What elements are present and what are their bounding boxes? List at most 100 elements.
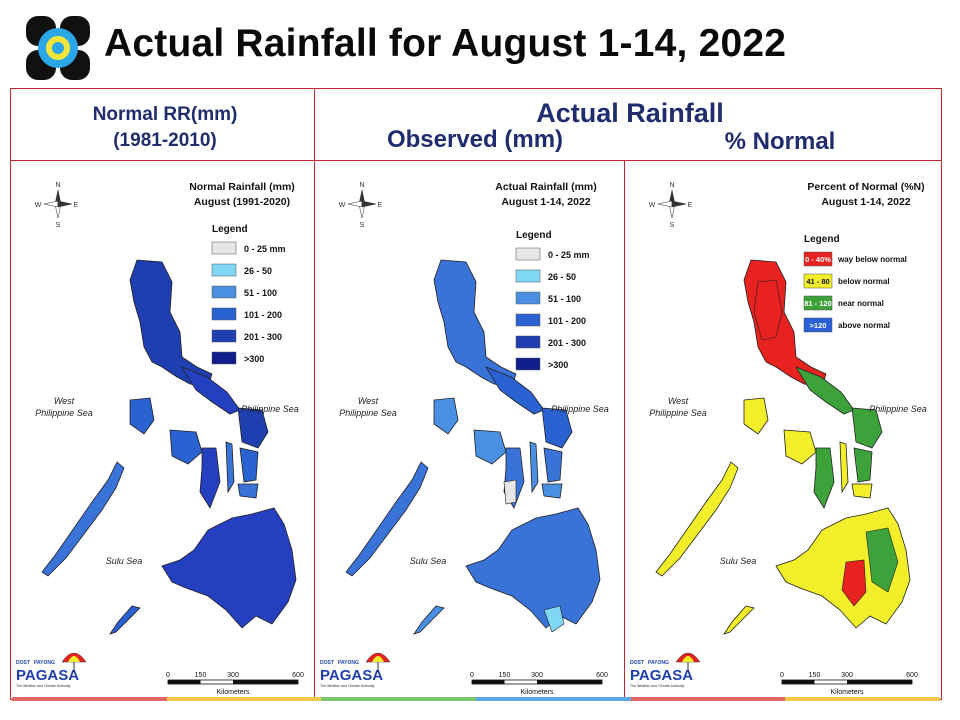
sea-label-west: Philippine Sea xyxy=(649,408,707,418)
scale-bar-segment xyxy=(847,680,912,684)
scale-tick: 300 xyxy=(841,672,853,679)
scale-tick: 150 xyxy=(499,672,511,679)
brand-dost: DOST xyxy=(320,660,334,666)
brand-payong: PAYONG xyxy=(338,660,359,666)
sea-label-west: West xyxy=(668,396,689,406)
scale-unit: Kilometers xyxy=(216,689,250,696)
samar-island xyxy=(237,407,269,449)
legend-label: 51 - 100 xyxy=(548,294,581,304)
legend-swatch xyxy=(515,291,541,305)
column-divider xyxy=(624,160,625,700)
panay-island xyxy=(783,429,817,465)
page-title: Actual Rainfall for August 1-14, 2022 xyxy=(104,22,787,65)
scale-tick: 0 xyxy=(470,672,474,679)
map-title: Percent of Normal (%N) xyxy=(807,181,924,193)
brand-tagline: The Weather and Climate Authority xyxy=(320,684,375,688)
cebu-island xyxy=(839,441,849,494)
legend-label: 26 - 50 xyxy=(548,272,576,282)
panay-island xyxy=(169,429,203,465)
bohol-island xyxy=(541,483,563,499)
legend-swatch xyxy=(515,357,541,371)
negros-island xyxy=(813,447,835,509)
pagasa-logo xyxy=(26,16,90,80)
bohol-island xyxy=(851,483,873,499)
legend-swatch xyxy=(211,241,237,255)
brand-payong: PAYONG xyxy=(34,660,55,666)
scale-tick: 300 xyxy=(227,672,239,679)
brand-pagasa: PAGASA xyxy=(630,667,693,684)
legend-label: 81 - 120 xyxy=(804,299,832,308)
legend-swatch xyxy=(515,247,541,261)
sea-label-south: Sulu Sea xyxy=(410,556,447,566)
low-rainfall-region xyxy=(543,605,565,633)
mindoro-island xyxy=(433,397,459,435)
sea-label-east: Philippine Sea xyxy=(869,404,927,414)
legend-label: >300 xyxy=(548,360,568,370)
brand-dost: DOST xyxy=(630,660,644,666)
compass-letter: E xyxy=(74,202,79,209)
scale-bar-segment xyxy=(168,680,201,684)
sulu-archipelago xyxy=(723,605,755,635)
legend-swatch xyxy=(515,313,541,327)
luzon-island xyxy=(433,259,517,388)
scale-tick: 0 xyxy=(780,672,784,679)
compass-letter: S xyxy=(670,222,675,229)
legend-label: 201 - 300 xyxy=(244,332,282,342)
cebu-island xyxy=(529,441,539,494)
legend-swatch xyxy=(515,335,541,349)
legend-swatch xyxy=(803,273,833,289)
legend-title: Legend xyxy=(804,234,840,245)
way-below-normal-region xyxy=(841,559,867,607)
normal-period: (1981-2010) xyxy=(113,130,217,151)
near-normal-region xyxy=(865,527,899,593)
legend-label: 201 - 300 xyxy=(548,338,586,348)
compass-letter: S xyxy=(56,222,61,229)
bicol-peninsula xyxy=(795,366,855,415)
scale-tick: 150 xyxy=(195,672,207,679)
scale-bar-segment xyxy=(537,680,602,684)
legend-label: 101 - 200 xyxy=(244,310,282,320)
bohol-island xyxy=(237,483,259,499)
leyte-island xyxy=(239,447,259,483)
legend-description: way below normal xyxy=(837,255,907,264)
brand-dost: DOST xyxy=(16,660,30,666)
brand-payong: PAYONG xyxy=(648,660,669,666)
bicol-peninsula xyxy=(181,366,241,415)
sea-label-south: Sulu Sea xyxy=(720,556,757,566)
samar-island xyxy=(851,407,883,449)
sea-label-south: Sulu Sea xyxy=(106,556,143,566)
umbrella-stripe xyxy=(372,656,384,662)
sea-label-east: Philippine Sea xyxy=(551,404,609,414)
compass-letter: W xyxy=(35,202,42,209)
negros-island xyxy=(199,447,221,509)
legend-swatch xyxy=(803,317,833,333)
scale-bar-segment xyxy=(472,680,505,684)
legend-swatch xyxy=(211,263,237,277)
leyte-island xyxy=(543,447,563,483)
low-rainfall-region xyxy=(503,479,517,505)
compass-rose-icon xyxy=(43,189,73,219)
compass-letter: S xyxy=(360,222,365,229)
legend-swatch xyxy=(211,285,237,299)
leyte-island xyxy=(853,447,873,483)
legend-title: Legend xyxy=(516,230,552,241)
mindanao-island xyxy=(161,507,297,629)
legend-title: Legend xyxy=(212,224,248,235)
scale-bar-segment xyxy=(782,680,815,684)
map-title: Actual Rainfall (mm) xyxy=(495,181,597,193)
actual-heading: Actual Rainfall xyxy=(536,98,724,128)
sea-label-west: Philippine Sea xyxy=(35,408,93,418)
legend-swatch xyxy=(211,351,237,365)
sea-label-west: West xyxy=(54,396,75,406)
palawan-island xyxy=(655,461,739,577)
samar-island xyxy=(541,407,573,449)
sulu-archipelago xyxy=(109,605,141,635)
legend-label: 0 - 25 mm xyxy=(548,250,590,260)
compass-letter: N xyxy=(55,182,60,189)
scale-tick: 600 xyxy=(292,672,304,679)
map-subtitle: August 1-14, 2022 xyxy=(501,196,590,208)
sea-label-west: Philippine Sea xyxy=(339,408,397,418)
map-subtitle: August (1991-2020) xyxy=(194,196,290,208)
normal-heading: Normal RR(mm) xyxy=(92,104,238,125)
legend-label: 0 - 40% xyxy=(805,255,831,264)
